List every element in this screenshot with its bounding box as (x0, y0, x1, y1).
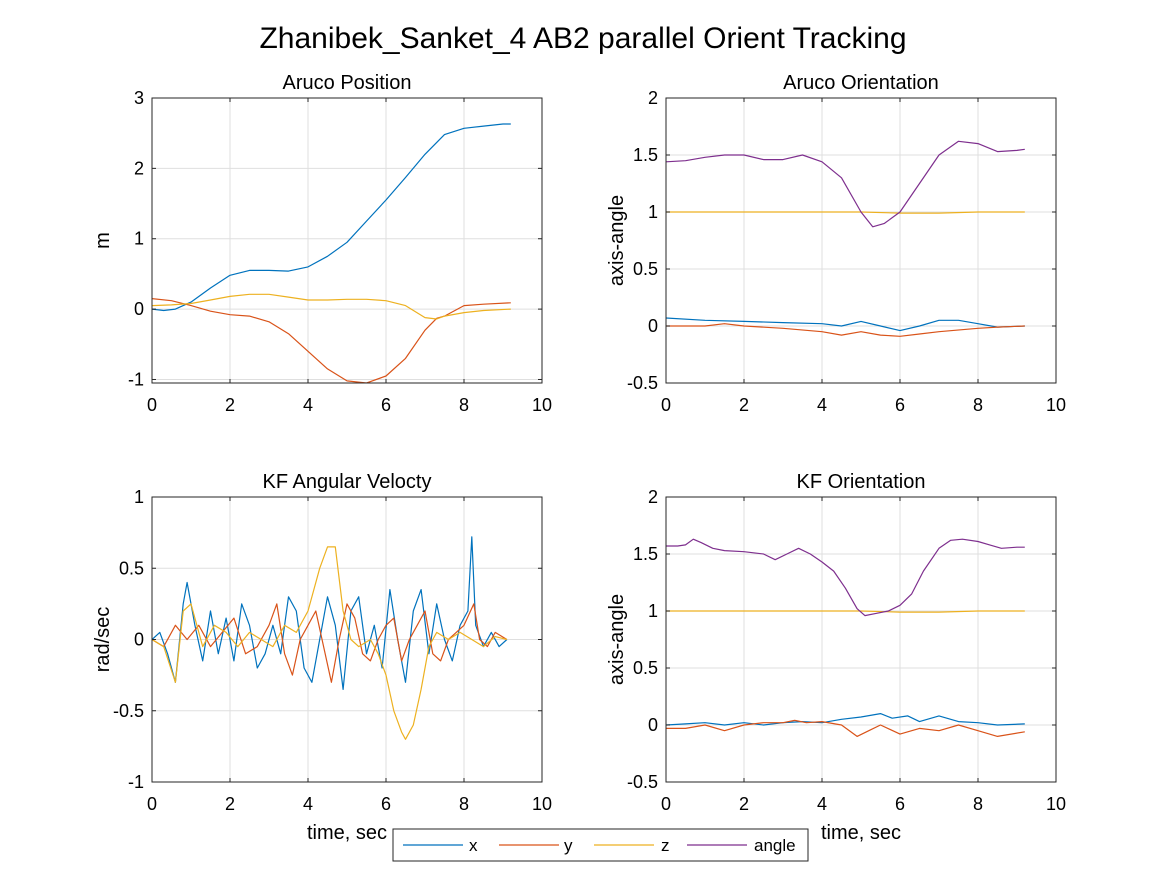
axes-frame (665, 496, 1057, 783)
x-tick-label: 0 (661, 395, 671, 415)
y-tick-label: 1 (134, 487, 144, 507)
x-tick-label: 4 (303, 395, 313, 415)
legend-label-z: z (661, 836, 670, 855)
y-tick-label: 1.5 (633, 544, 658, 564)
y-tick-label: 1 (648, 601, 658, 621)
x-tick-label: 10 (1046, 395, 1066, 415)
x-tick-label: 0 (147, 794, 157, 814)
x-tick-label: 6 (895, 395, 905, 415)
y-tick-label: -1 (128, 772, 144, 792)
legend-label-x: x (469, 836, 478, 855)
y-tick-label: 1 (134, 229, 144, 249)
y-tick-label: 2 (134, 158, 144, 178)
y-tick-label: -1 (128, 369, 144, 389)
y-tick-label: 0 (648, 715, 658, 735)
figure-title: Zhanibek_Sanket_4 AB2 parallel Orient Tr… (259, 22, 906, 55)
x-tick-label: 6 (381, 794, 391, 814)
series-line-x (152, 536, 508, 690)
x-tick-label: 2 (225, 395, 235, 415)
series-line-angle (666, 538, 1025, 617)
subplot-3: 0 2 4 6 8 10 -1 -0.5 0 0.5 1 KF Angular Velocty rad/… (92, 471, 552, 844)
x-tick-label: 2 (739, 395, 749, 415)
plot-area (152, 98, 542, 383)
x-tick-label: 8 (459, 794, 469, 814)
subplot-title: KF Orientation (797, 471, 926, 493)
y-tick-label: 2 (648, 88, 658, 108)
y-tick-label: -0.5 (627, 373, 658, 393)
x-tick-label: 10 (532, 794, 552, 814)
x-tick-label: 8 (973, 395, 983, 415)
x-tick-label: 2 (739, 794, 749, 814)
subplot-title: KF Angular Velocty (263, 471, 432, 493)
y-tick-label: 0.5 (633, 658, 658, 678)
y-tick-label: 0 (134, 630, 144, 650)
y-tick-label: 1.5 (633, 145, 658, 165)
x-tick-label: 0 (661, 794, 671, 814)
x-tick-label: 4 (817, 395, 827, 415)
x-tick-label: 8 (459, 395, 469, 415)
y-tick-label: 2 (648, 487, 658, 507)
y-axis-label: m (92, 232, 114, 249)
x-tick-label: 0 (147, 395, 157, 415)
legend: x y z angle (392, 828, 809, 862)
series-line-x (666, 317, 1025, 332)
y-tick-label: 0.5 (633, 259, 658, 279)
plot-area (666, 497, 1056, 782)
x-tick-label: 8 (973, 794, 983, 814)
plot-area (666, 98, 1056, 383)
y-tick-label: -0.5 (113, 701, 144, 721)
series-line-y (152, 603, 508, 683)
legend-label-y: y (564, 836, 573, 855)
y-axis-label: axis-angle (606, 594, 628, 685)
series-line-z (666, 211, 1025, 214)
y-tick-label: 0.5 (119, 558, 144, 578)
x-tick-label: 10 (532, 395, 552, 415)
y-axis-label: axis-angle (606, 195, 628, 286)
series-line-z (152, 293, 511, 320)
series-line-z (152, 546, 508, 740)
axes-frame (665, 97, 1057, 384)
y-axis-label: rad/sec (92, 607, 114, 673)
y-tick-label: 3 (134, 88, 144, 108)
x-tick-label: 6 (895, 794, 905, 814)
y-tick-label: 1 (648, 202, 658, 222)
series-line-x (152, 123, 511, 312)
x-tick-label: 4 (817, 794, 827, 814)
series-line-y (666, 323, 1025, 337)
x-tick-label: 6 (381, 395, 391, 415)
x-axis-label: time, sec (307, 822, 387, 844)
x-axis-label: time, sec (821, 822, 901, 844)
subplot-title: Aruco Position (283, 72, 412, 94)
y-tick-label: 0 (134, 299, 144, 319)
x-tick-label: 2 (225, 794, 235, 814)
y-tick-label: 0 (648, 316, 658, 336)
subplot-title: Aruco Orientation (783, 72, 939, 94)
series-line-x (666, 713, 1025, 726)
series-line-z (666, 610, 1025, 613)
series-line-angle (666, 140, 1025, 228)
x-tick-label: 4 (303, 794, 313, 814)
axes-frame (151, 97, 543, 384)
series-line-y (666, 719, 1025, 737)
x-tick-label: 10 (1046, 794, 1066, 814)
y-tick-label: -0.5 (627, 772, 658, 792)
legend-label-angle: angle (754, 836, 796, 855)
